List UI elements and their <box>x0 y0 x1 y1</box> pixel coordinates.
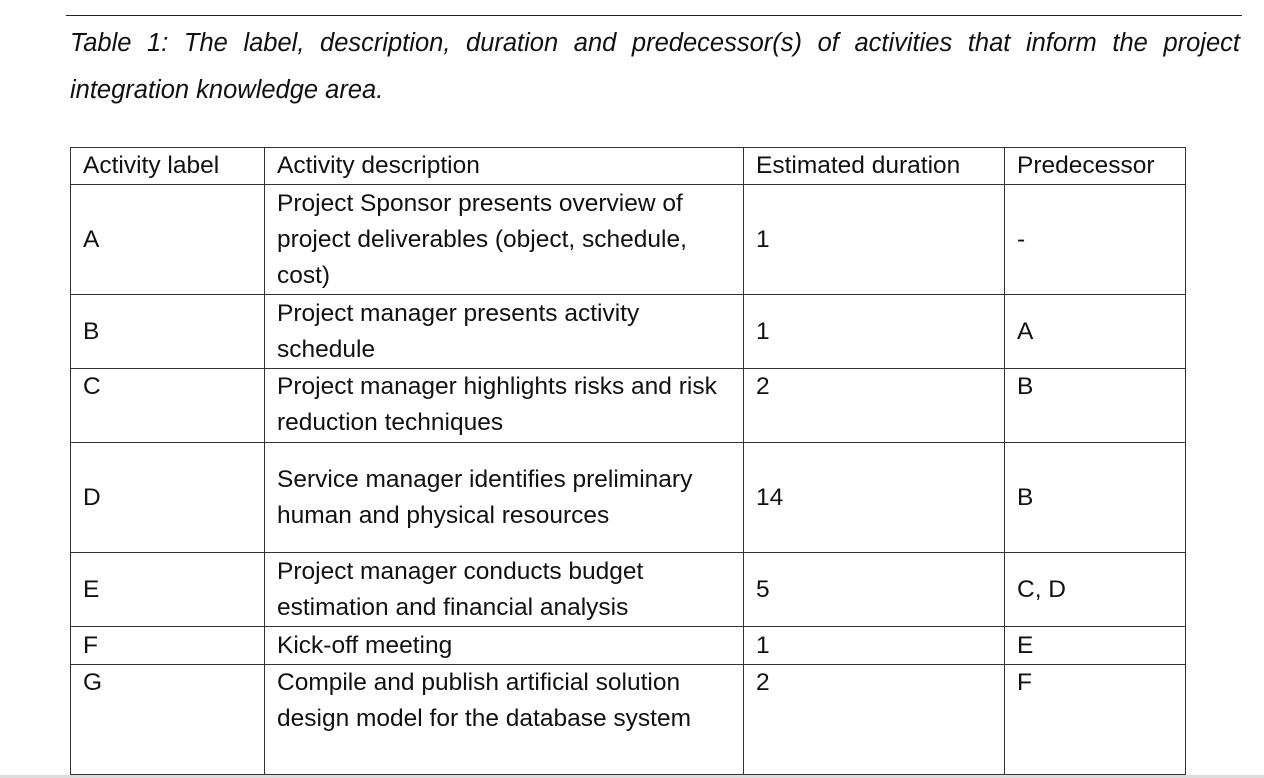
header-row: Activity label Activity description Estima… <box>70 147 1186 185</box>
table-cell: D <box>70 442 265 553</box>
table-row: F Kick-off meeting 1 E <box>70 626 1186 665</box>
table-row: C Project manager highlights risks and ri… <box>70 368 1186 443</box>
table-cell: 1 <box>743 626 1005 665</box>
page-edge <box>0 775 1264 778</box>
table-cell: 2 <box>743 368 1005 443</box>
header-cell: Predecessor <box>1004 147 1186 185</box>
table-cell: - <box>1004 184 1186 295</box>
table-row: E Project manager conducts budget estimat… <box>70 552 1186 627</box>
table-cell: C, D <box>1004 552 1186 627</box>
table-cell: 1 <box>743 294 1005 369</box>
table-cell: B <box>1004 368 1186 443</box>
header-cell: Activity label <box>70 147 265 185</box>
table-row: D Service manager identifies preliminary … <box>70 442 1186 553</box>
table-cell: G <box>70 664 265 775</box>
table-cell: Project manager presents activity schedu… <box>264 294 744 369</box>
table-row: G Compile and publish artificial solution… <box>70 664 1186 775</box>
header-cell: Estimated duration <box>743 147 1005 185</box>
activity-table: Activity label Activity description Estima… <box>70 147 1186 775</box>
table-cell: 2 <box>743 664 1005 775</box>
table-cell: C <box>70 368 265 443</box>
table-cell: F <box>70 626 265 665</box>
table-cell: Project Sponsor presents overview of pro… <box>264 184 744 295</box>
table-cell: Project manager highlights risks and ris… <box>264 368 744 443</box>
table-cell: 1 <box>743 184 1005 295</box>
table-cell: A <box>1004 294 1186 369</box>
table-cell: Service manager identifies preliminary h… <box>264 442 744 553</box>
table-cell: A <box>70 184 265 295</box>
table-cell: Project manager conducts budget estimati… <box>264 552 744 627</box>
table-row: A Project Sponsor presents overview of pr… <box>70 184 1186 295</box>
table-cell: B <box>70 294 265 369</box>
table-row: B Project manager presents activity sched… <box>70 294 1186 369</box>
table-cell: 5 <box>743 552 1005 627</box>
table-cell: F <box>1004 664 1186 775</box>
table-cell: E <box>70 552 265 627</box>
table-cell: E <box>1004 626 1186 665</box>
table-cell: Compile and publish artificial solution … <box>264 664 744 775</box>
header-cell: Activity description <box>264 147 744 185</box>
table-cell: B <box>1004 442 1186 553</box>
table-caption: Table 1: The label, description, duratio… <box>70 29 1240 104</box>
header-rule <box>66 15 1242 16</box>
table-cell: Kick-off meeting <box>264 626 744 665</box>
table-cell: 14 <box>743 442 1005 553</box>
